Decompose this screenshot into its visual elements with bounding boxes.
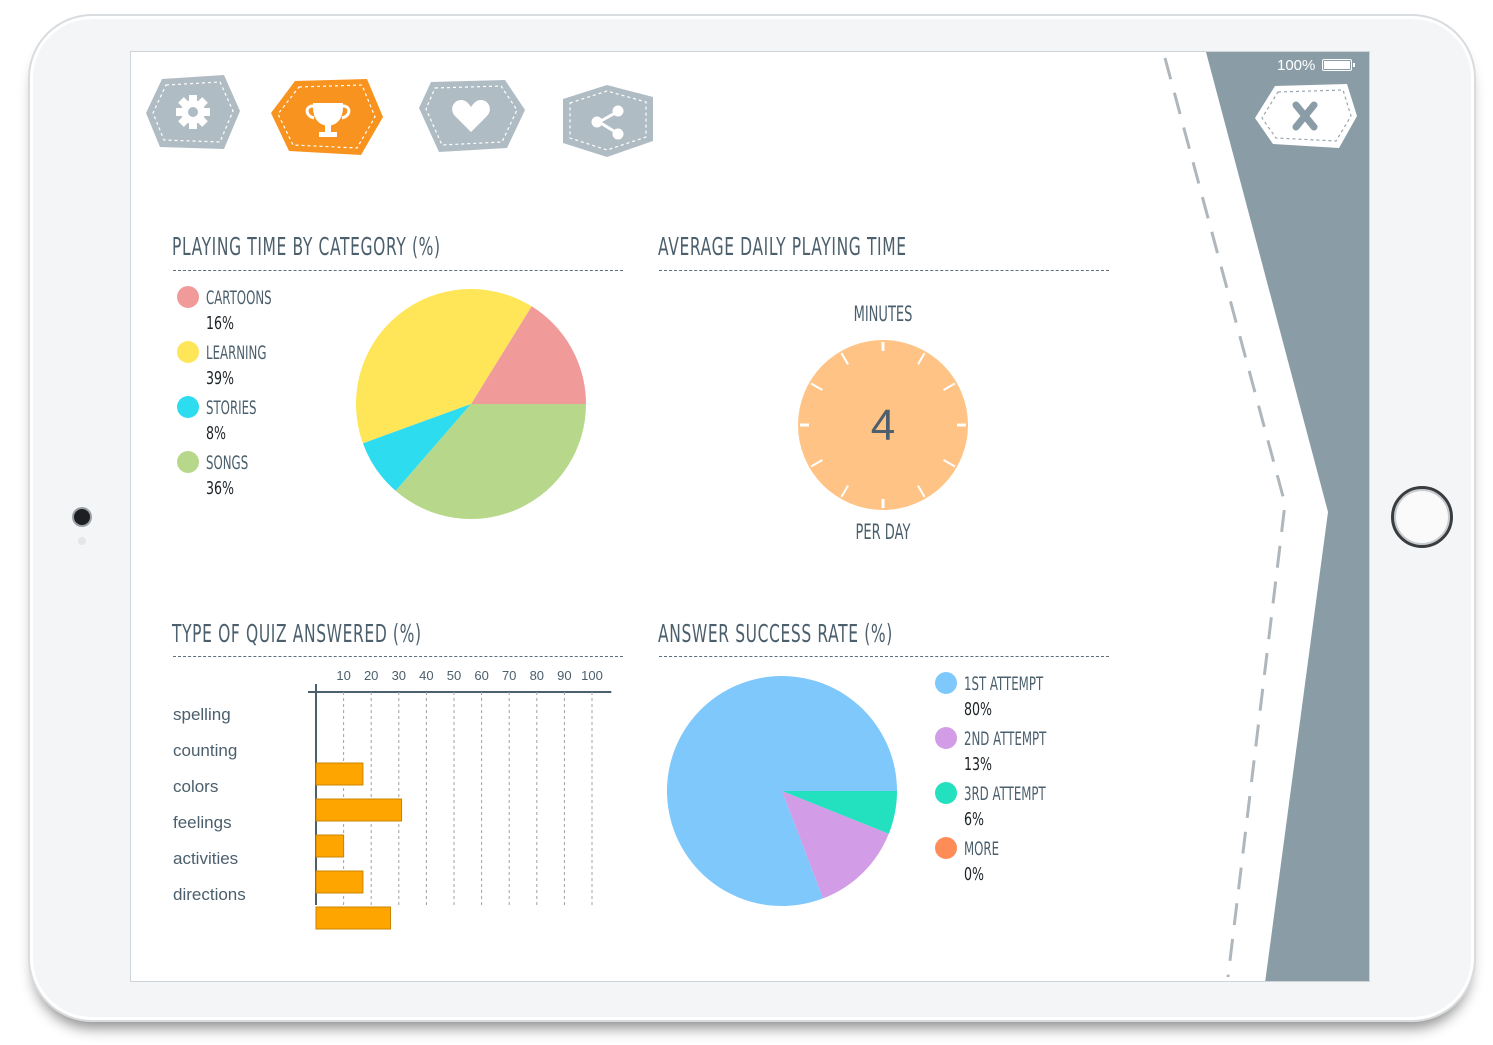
legend-value: 16% — [206, 313, 235, 334]
gear-icon — [176, 95, 210, 129]
daily-title: AVERAGE DAILY PLAYING TIME — [658, 232, 907, 261]
battery-percent: 100% — [1277, 57, 1316, 74]
daily-divider — [659, 270, 1109, 271]
category-divider — [173, 270, 623, 271]
y-category-label: directions — [173, 885, 246, 904]
legend-swatch — [177, 286, 199, 308]
bar-counting — [315, 762, 364, 786]
minutes-caption: MINUTES — [853, 302, 913, 326]
legend-value: 39% — [206, 368, 235, 389]
camera — [74, 509, 90, 525]
legend-value: 13% — [964, 754, 993, 775]
category-pie-chart — [356, 289, 586, 519]
legend-value: 80% — [964, 699, 993, 720]
x-tick-label: 30 — [391, 668, 407, 683]
trophy-button[interactable] — [269, 77, 385, 157]
y-category-label: spelling — [173, 705, 231, 724]
quiz-bar-chart: 10 20 30 40 50 60 70 80 90 100 spelling counting col… — [131, 52, 831, 981]
per-day-caption: PER DAY — [855, 520, 911, 544]
pie-slice-songs — [395, 404, 586, 519]
close-button[interactable] — [1253, 82, 1359, 152]
quiz-divider — [173, 656, 623, 657]
x-tick-label: 60 — [474, 668, 489, 683]
home-button[interactable] — [1391, 486, 1453, 548]
y-category-label: activities — [173, 849, 239, 868]
pie-slice-cartoons — [471, 306, 586, 404]
y-category-label: feelings — [173, 813, 232, 832]
legend-value: 0% — [964, 864, 984, 885]
bar-activities — [315, 870, 364, 894]
close-icon — [1292, 101, 1318, 131]
quiz-bar-plot — [308, 684, 612, 930]
daily-minutes-value: 4 — [871, 401, 895, 450]
x-tick-label: 70 — [501, 668, 517, 683]
legend-label: CARTOONS — [206, 287, 272, 309]
quiz-title: TYPE OF QUIZ ANSWERED (%) — [172, 619, 422, 648]
legend-swatch — [177, 451, 199, 473]
legend-label: 2ND ATTEMPT — [964, 728, 1047, 750]
pie-slice-3rd-attempt — [782, 791, 897, 834]
success-pie-chart — [667, 676, 897, 906]
legend-label: SONGS — [206, 452, 249, 474]
legend-label: LEARNING — [206, 342, 267, 364]
legend-label: MORE — [964, 838, 1000, 860]
pie-slice-learning — [356, 289, 532, 444]
share-button[interactable] — [561, 83, 655, 159]
x-tick-label: 100 — [581, 668, 603, 683]
bar-feelings — [315, 834, 345, 858]
legend-swatch — [177, 396, 199, 418]
share-icon — [591, 105, 624, 140]
y-category-label: colors — [173, 777, 219, 796]
legend-swatch — [935, 782, 957, 804]
settings-button[interactable] — [144, 73, 242, 153]
category-title: PLAYING TIME BY CATEGORY (%) — [172, 232, 441, 261]
x-tick-label: 90 — [557, 668, 572, 683]
bar-colors — [315, 798, 403, 822]
success-title: ANSWER SUCCESS RATE (%) — [658, 619, 893, 648]
light-sensor — [78, 537, 86, 545]
legend-swatch — [935, 837, 957, 859]
heart-icon — [452, 100, 490, 132]
x-tick-label: 10 — [336, 668, 351, 683]
favorites-button[interactable] — [417, 78, 527, 154]
x-tick-label: 50 — [446, 668, 462, 683]
success-divider — [659, 656, 1109, 657]
legend-swatch — [935, 672, 957, 694]
legend-swatch — [935, 727, 957, 749]
legend-value: 36% — [206, 478, 235, 499]
trophy-icon — [305, 103, 351, 137]
daily-time-clock: 4 — [798, 340, 968, 510]
pie-slice-stories — [362, 404, 471, 491]
x-tick-label: 20 — [363, 668, 379, 683]
x-tick-label: 40 — [419, 668, 434, 683]
app-screen: 10 0% — [130, 51, 1370, 982]
legend-value: 8% — [206, 423, 226, 444]
legend-label: 1ST ATTEMPT — [964, 673, 1044, 695]
side-panel — [1163, 52, 1369, 981]
x-tick-label: 80 — [529, 668, 545, 683]
legend-label: 3RD ATTEMPT — [964, 783, 1046, 805]
pie-slice-2nd-attempt — [782, 791, 889, 899]
battery-icon — [1322, 59, 1355, 71]
legend-swatch — [177, 341, 199, 363]
legend-value: 6% — [964, 809, 984, 830]
y-category-label: counting — [173, 741, 238, 760]
legend-label: STORIES — [206, 397, 257, 419]
bar-directions — [315, 906, 392, 930]
